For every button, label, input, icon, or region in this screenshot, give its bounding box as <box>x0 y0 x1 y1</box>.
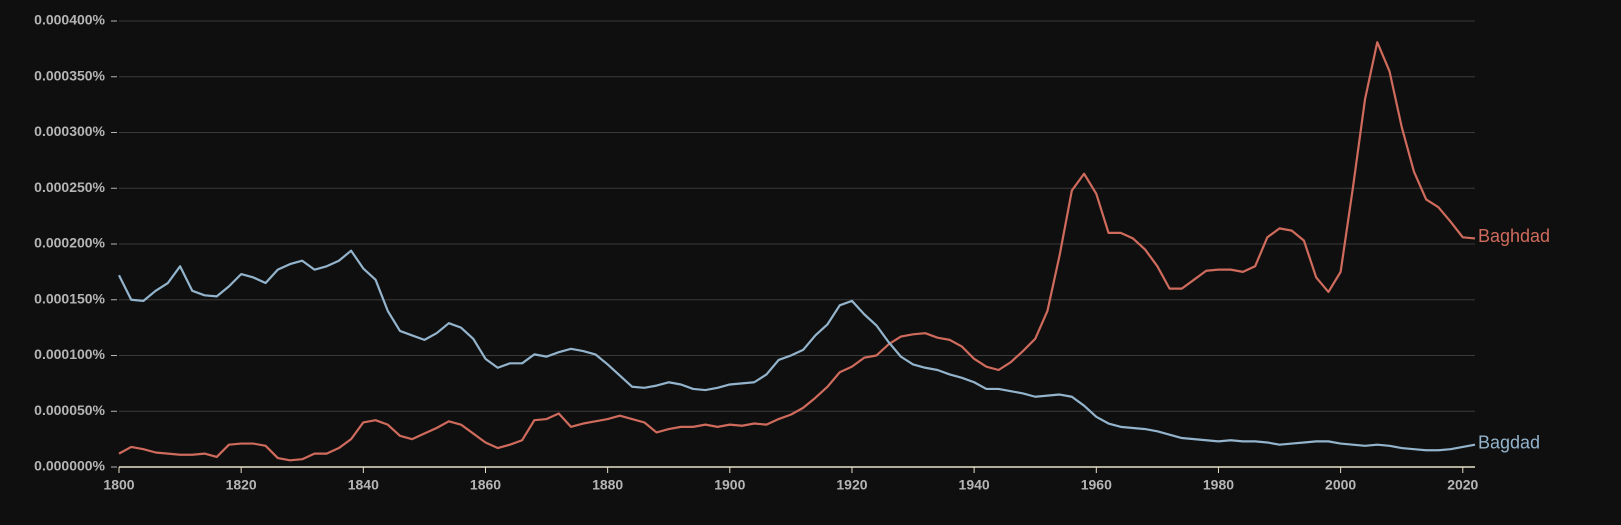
y-tick-label: 0.000350% <box>34 67 105 83</box>
x-tick-label: 1820 <box>226 477 257 493</box>
x-tick-label: 1860 <box>470 477 501 493</box>
x-tick-label: 1960 <box>1081 477 1112 493</box>
x-tick-label: 2000 <box>1325 477 1356 493</box>
series-line <box>118 249 1476 452</box>
series-label: Baghdad <box>1478 226 1550 246</box>
x-tick-label: 1920 <box>836 477 867 493</box>
y-tick-label: 0.000150% <box>34 290 105 306</box>
x-tick-label: 1940 <box>959 477 990 493</box>
y-tick-label: 0.000000% <box>34 458 105 474</box>
x-tick-label: 1800 <box>103 477 134 493</box>
x-tick-label: 2020 <box>1447 477 1478 493</box>
x-tick-label: 1900 <box>714 477 745 493</box>
series-line <box>118 41 1476 462</box>
x-tick-label: 1840 <box>348 477 379 493</box>
y-tick-label: 0.000300% <box>34 123 105 139</box>
y-tick-label: 0.000050% <box>34 402 105 418</box>
y-tick-label: 0.000250% <box>34 179 105 195</box>
x-tick-label: 1980 <box>1203 477 1234 493</box>
x-tick-label: 1880 <box>592 477 623 493</box>
series-label: Bagdad <box>1478 432 1540 452</box>
y-tick-label: 0.000200% <box>34 235 105 251</box>
y-tick-label: 0.000400% <box>34 12 105 28</box>
y-tick-label: 0.000100% <box>34 346 105 362</box>
